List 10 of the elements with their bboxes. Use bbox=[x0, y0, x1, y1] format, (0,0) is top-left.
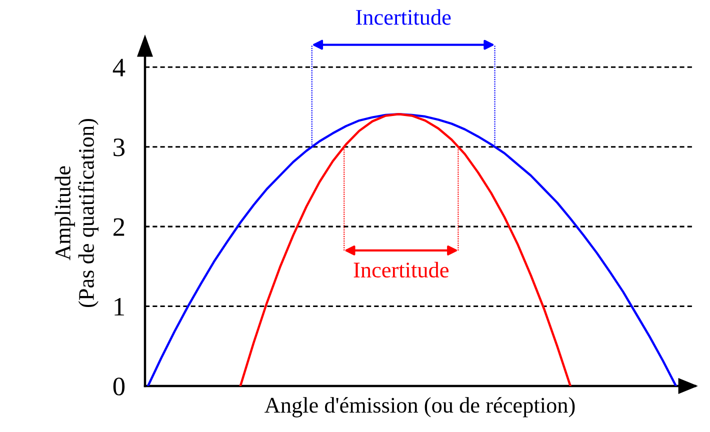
y-tick-label: 3 bbox=[114, 138, 125, 156]
annotation: Incertitude bbox=[354, 262, 449, 278]
y-tick-label: 1 bbox=[114, 298, 124, 316]
text: Incertitude bbox=[356, 9, 451, 25]
y-tick-label: 4 bbox=[112, 58, 126, 76]
y-tick-label: 0 bbox=[113, 378, 125, 396]
y-axis-title: Amplitude (Pas de quatification) bbox=[54, 118, 98, 308]
x-axis-title: Angle d'émission (ou de réception) bbox=[264, 397, 575, 418]
y-tick-label: 2 bbox=[114, 218, 124, 236]
line-series bbox=[239, 113, 572, 386]
